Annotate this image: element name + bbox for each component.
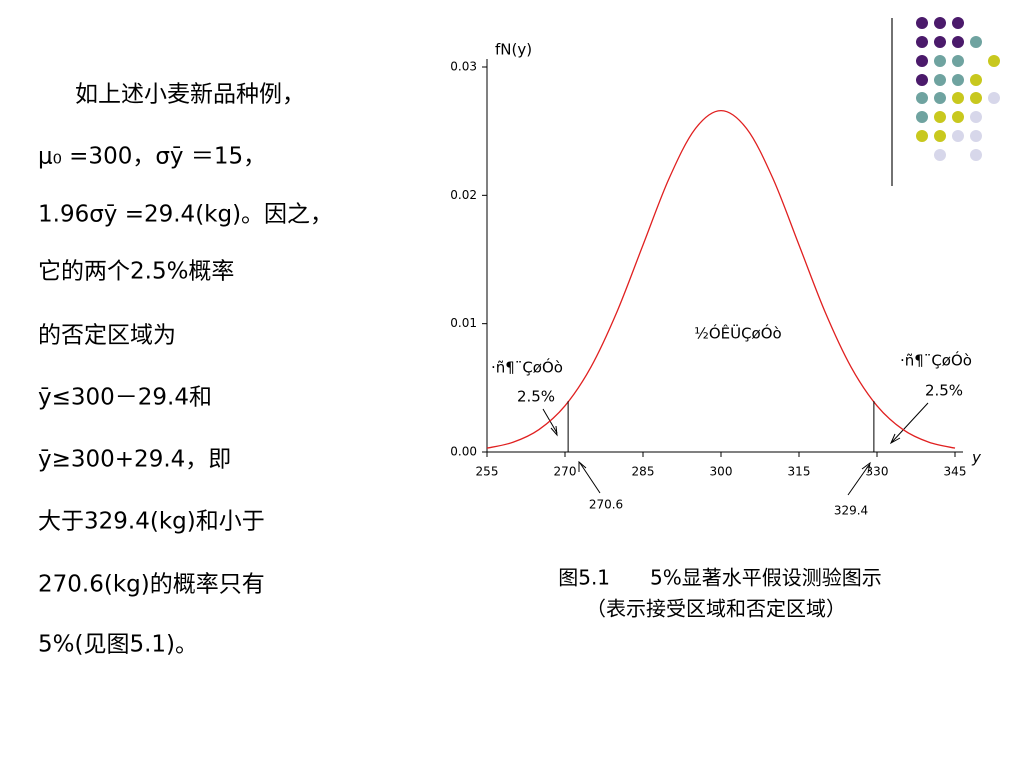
text-line: 它的两个2.5%概率 (38, 259, 234, 285)
y-tick-label: 0.02 (450, 188, 477, 202)
text-line: ȳ≥300+29.4，即 (38, 447, 231, 473)
x-tick-label: 300 (710, 465, 733, 479)
annotation: ·ñ¶¨ÇøÓò (900, 351, 972, 370)
annotation: ·ñ¶¨ÇøÓò (491, 358, 563, 377)
annotation: ½ÓÊÜÇøÓò (694, 324, 781, 343)
x-tick-label: 315 (788, 465, 811, 479)
cutoff-label: 270.6 (589, 498, 623, 512)
y-tick-label: 0.01 (450, 316, 477, 330)
y-axis-label: fN(y) (495, 41, 532, 59)
text-line: 如上述小麦新品种例， (75, 82, 305, 108)
x-tick-label: 255 (476, 465, 499, 479)
text-line: 1.96σȳ =29.4(kg)。因之， (38, 202, 333, 228)
x-tick-label: 330 (866, 465, 889, 479)
x-tick-label: 270 (554, 465, 577, 479)
text-line: 大于329.4(kg)和小于 (38, 509, 265, 535)
x-axis-label: y (971, 449, 982, 467)
text-line: 5%(见图5.1)。 (38, 632, 198, 658)
annotation: 2.5% (925, 382, 963, 400)
caption: （表示接受区域和否定区域） (586, 597, 846, 621)
x-tick-label: 285 (632, 465, 655, 479)
text-line: μ₀ =300，σȳ ＝15， (38, 144, 266, 170)
text-line: 270.6(kg)的概率只有 (38, 572, 265, 598)
curve (486, 109, 956, 449)
y-tick-label: 0.03 (450, 60, 477, 74)
cutoff-label: 329.4 (834, 504, 868, 518)
arrows (542, 402, 929, 496)
annotation: 2.5% (517, 388, 555, 406)
x-tick-label: 345 (944, 465, 967, 479)
text-line: 的否定区域为 (38, 323, 176, 349)
y-tick-label: 0.00 (450, 445, 477, 459)
text-line: ȳ≤300－29.4和 (38, 385, 212, 411)
decoration (891, 17, 1000, 186)
caption: 图5.1 5%显著水平假设测验图示 (558, 566, 882, 590)
